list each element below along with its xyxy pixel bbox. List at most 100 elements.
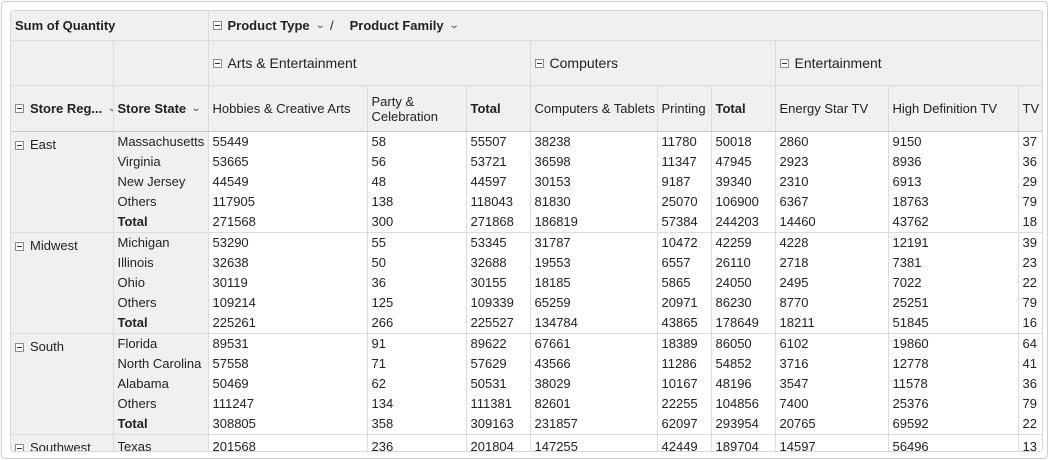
table-row: Others 109214 125 109339 65259 20971 86230 8770… (11, 293, 1042, 313)
row-field-state[interactable]: Store State (117, 101, 187, 116)
state-label: New Jersey (112, 172, 209, 192)
value-cell: 18 (1017, 212, 1042, 233)
value-cell: 14460 (774, 212, 889, 233)
type-header: Computers & Tablets (534, 101, 655, 116)
value-cell: 79 (1017, 192, 1042, 212)
collapse-family-icon[interactable] (779, 58, 789, 68)
value-cell: 69592 (887, 414, 1019, 435)
value-cell: 358 (366, 414, 467, 435)
collapse-region-icon[interactable] (15, 140, 24, 150)
value-cell: 81830 (529, 192, 658, 212)
value-cell: 30153 (529, 172, 658, 192)
value-cell: 11286 (656, 354, 712, 374)
value-cell: 53665 (207, 152, 368, 172)
value-cell: 25070 (656, 192, 712, 212)
collapse-family-icon[interactable] (534, 58, 544, 68)
row-field-state-header: Store State ⌄ (112, 85, 209, 132)
value-cell: 22 (1017, 414, 1042, 435)
state-label: Virginia (112, 152, 209, 172)
value-cell: 225527 (465, 313, 531, 334)
value-cell: 62 (366, 374, 467, 394)
value-cell: 186819 (529, 212, 658, 233)
value-cell: 44549 (207, 172, 368, 192)
value-cell: 10167 (656, 374, 712, 394)
value-cell: 24050 (710, 273, 776, 293)
value-cell: 32638 (207, 253, 368, 273)
value-cell: 11578 (887, 374, 1019, 394)
value-cell: 47945 (710, 152, 776, 172)
table-row: Total 225261 266 225527 134784 43865 178649 182… (11, 313, 1042, 334)
chevron-down-icon[interactable]: ⌄ (314, 20, 326, 31)
value-cell: 48196 (710, 374, 776, 394)
row-field-region[interactable]: Store Reg... (30, 101, 103, 116)
value-cell: 86050 (710, 333, 776, 354)
collapse-region-icon[interactable] (15, 241, 24, 251)
value-cell: 118043 (465, 192, 531, 212)
value-cell: 71 (366, 354, 467, 374)
value-cell: 48 (366, 172, 467, 192)
value-cell: 26110 (710, 253, 776, 273)
value-cell: 36598 (529, 152, 658, 172)
table-row: Alabama 50469 62 50531 38029 10167 48196 3547 11… (11, 374, 1042, 394)
collapse-region-icon[interactable] (15, 342, 24, 352)
value-cell: 22 (1017, 273, 1042, 293)
value-cell: 2860 (774, 131, 889, 152)
value-cell: 2310 (774, 172, 889, 192)
chevron-down-icon[interactable]: ⌄ (448, 20, 460, 31)
value-cell: 22255 (656, 394, 712, 414)
value-cell: 13 (1017, 434, 1042, 451)
value-cell: 54852 (710, 354, 776, 374)
value-cell: 25376 (887, 394, 1019, 414)
value-cell: 109214 (207, 293, 368, 313)
value-cell: 36 (366, 273, 467, 293)
value-cell: 58 (366, 131, 467, 152)
value-cell: 12778 (887, 354, 1019, 374)
region-cell: Southwest (11, 434, 113, 451)
value-cell: 271568 (207, 212, 368, 233)
family-label: Arts & Entertainment (227, 55, 357, 71)
region-label: Midwest (30, 238, 78, 253)
type-header: Hobbies & Creative Arts (212, 101, 351, 116)
collapse-family-icon[interactable] (212, 58, 222, 68)
value-cell: 9150 (887, 131, 1019, 152)
value-cell: 86230 (710, 293, 776, 313)
column-field-product-family[interactable]: Product Family (349, 18, 444, 33)
value-cell: 39340 (710, 172, 776, 192)
chevron-down-icon[interactable]: ⌄ (190, 103, 202, 114)
value-cell: 106900 (710, 192, 776, 212)
value-cell: 53721 (465, 152, 531, 172)
state-label: Ohio (112, 273, 209, 293)
collapse-region-icon[interactable] (15, 443, 24, 451)
value-cell: 125 (366, 293, 467, 313)
value-cell: 30119 (207, 273, 368, 293)
value-cell: 79 (1017, 293, 1042, 313)
type-header: Printing (661, 101, 706, 116)
value-cell: 5865 (656, 273, 712, 293)
value-cell: 79 (1017, 394, 1042, 414)
value-cell: 178649 (710, 313, 776, 334)
value-cell: 57629 (465, 354, 531, 374)
corner-label: Sum of Quantity (15, 18, 116, 33)
value-cell: 7022 (887, 273, 1019, 293)
value-cell: 38238 (529, 131, 658, 152)
value-cell: 19860 (887, 333, 1019, 354)
value-cell: 50018 (710, 131, 776, 152)
column-fields-header: Product Type ⌄ / Product Family ⌄ (207, 11, 1042, 41)
value-cell: 309163 (465, 414, 531, 435)
table-row: New Jersey 44549 48 44597 30153 9187 39340 2310… (11, 172, 1042, 192)
value-cell: 2495 (774, 273, 889, 293)
table-row: Ohio 30119 36 30155 18185 5865 24050 2495 7022 22 (11, 273, 1042, 293)
value-cell: 300 (366, 212, 467, 233)
value-cell: 18185 (529, 273, 658, 293)
value-cell: 201804 (465, 434, 531, 451)
chevron-down-icon[interactable]: ⌄ (107, 103, 113, 114)
value-cell: 51845 (887, 313, 1019, 334)
column-field-product-type[interactable]: Product Type (227, 18, 310, 33)
collapse-product-type-icon[interactable] (212, 21, 222, 30)
value-cell: 308805 (207, 414, 368, 435)
value-cell: 89622 (465, 333, 531, 354)
collapse-regions-icon[interactable] (15, 104, 24, 113)
value-cell: 11347 (656, 152, 712, 172)
table-row: Southwest Texas 201568 236 201804 147255 42449… (11, 434, 1042, 451)
